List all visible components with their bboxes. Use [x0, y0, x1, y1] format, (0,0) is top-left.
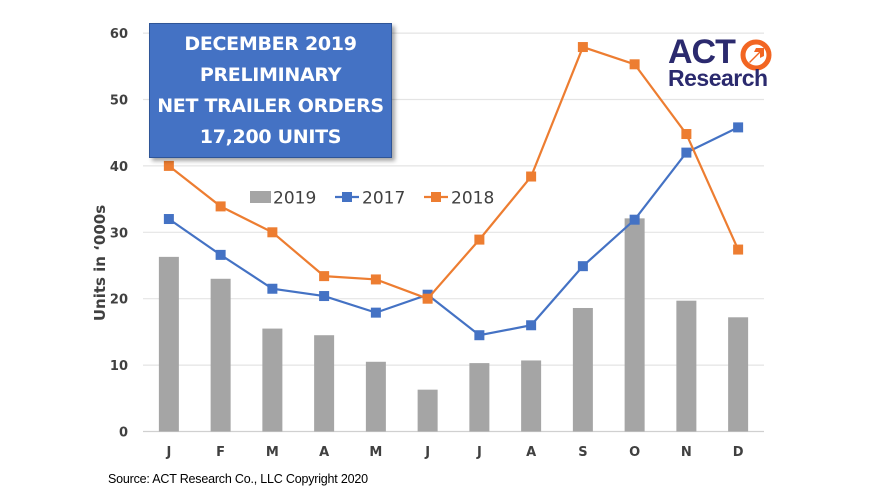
- logo-act-text: ACT: [668, 33, 736, 71]
- marker-2017: [681, 147, 692, 158]
- bars-2019: [158, 218, 749, 432]
- title-line-2: PRELIMINARY: [199, 63, 342, 86]
- y-axis-label: Units in ‘000s: [91, 205, 109, 321]
- y-tick-label: 60: [110, 27, 128, 42]
- x-tick-label: O: [629, 445, 640, 460]
- bar: [521, 360, 542, 432]
- y-tick-label: 50: [110, 94, 128, 109]
- bar: [624, 218, 645, 432]
- source-note: Source: ACT Research Co., LLC Copyright …: [108, 472, 368, 486]
- legend-marker-2017: [342, 192, 352, 202]
- bar: [469, 363, 490, 432]
- marker-2017: [370, 307, 381, 318]
- title-box: DECEMBER 2019 PRELIMINARY NET TRAILER OR…: [149, 23, 392, 158]
- bar: [365, 361, 386, 432]
- x-tick-label: D: [733, 445, 744, 460]
- bar: [210, 278, 231, 432]
- x-tick-label: J: [165, 445, 171, 460]
- x-tick-label: A: [319, 445, 329, 460]
- x-tick-label: M: [266, 445, 279, 460]
- marker-2018: [163, 160, 174, 171]
- marker-2018: [629, 59, 640, 70]
- marker-2018: [526, 171, 537, 182]
- marker-2017: [267, 283, 278, 294]
- x-tick-label: S: [578, 445, 587, 460]
- marker-2018: [474, 234, 485, 245]
- y-tick-label: 40: [110, 160, 128, 175]
- marker-2018: [370, 274, 381, 285]
- marker-2017: [577, 261, 588, 272]
- bar: [262, 328, 283, 432]
- x-tick-label: M: [369, 445, 382, 460]
- legend-label-2017: 2017: [362, 189, 405, 209]
- legend-marker-2018: [431, 192, 441, 202]
- marker-2017: [733, 122, 744, 133]
- marker-2017: [474, 330, 485, 341]
- x-tick-label: J: [476, 445, 482, 460]
- line-2018: [168, 45, 740, 300]
- y-tick-label: 0: [119, 426, 128, 441]
- marker-2018: [422, 293, 433, 304]
- title-line-1: DECEMBER 2019: [184, 32, 357, 55]
- marker-2017: [215, 249, 226, 260]
- bar: [314, 335, 335, 432]
- bar: [572, 307, 593, 432]
- marker-2017: [629, 214, 640, 225]
- y-tick-label: 20: [110, 293, 128, 308]
- marker-2018: [577, 42, 588, 53]
- line-2017: [168, 126, 739, 337]
- marker-2018: [215, 201, 226, 212]
- marker-2018: [681, 129, 692, 140]
- y-tick-label: 30: [110, 226, 128, 241]
- marker-2018: [733, 244, 744, 255]
- marker-2017: [163, 214, 174, 225]
- legend-label-2019: 2019: [273, 189, 316, 209]
- x-tick-label: F: [216, 445, 225, 460]
- marker-2017: [526, 320, 537, 331]
- y-tick-label: 10: [110, 359, 128, 374]
- line-series: [163, 42, 744, 341]
- arrow-circle-icon: [740, 39, 772, 71]
- y-axis-ticks: 0 10 20 30 40 50 60: [110, 27, 128, 440]
- marker-2018: [267, 227, 278, 238]
- bar: [728, 317, 749, 432]
- bar: [676, 300, 697, 432]
- bar: [158, 256, 179, 432]
- x-tick-label: J: [424, 445, 430, 460]
- x-tick-label: A: [526, 445, 536, 460]
- marker-2017: [319, 291, 330, 302]
- bar: [417, 389, 438, 432]
- marker-2018: [319, 271, 330, 282]
- legend: 2019 2017 2018: [250, 189, 494, 209]
- legend-label-2018: 2018: [451, 189, 494, 209]
- act-research-logo: ACT Research: [668, 34, 780, 94]
- x-tick-label: N: [681, 445, 692, 460]
- logo-research-text: Research: [668, 65, 768, 91]
- title-line-4: 17,200 UNITS: [199, 125, 342, 148]
- legend-swatch-2019: [250, 191, 271, 203]
- title-line-3: NET TRAILER ORDERS: [157, 94, 384, 117]
